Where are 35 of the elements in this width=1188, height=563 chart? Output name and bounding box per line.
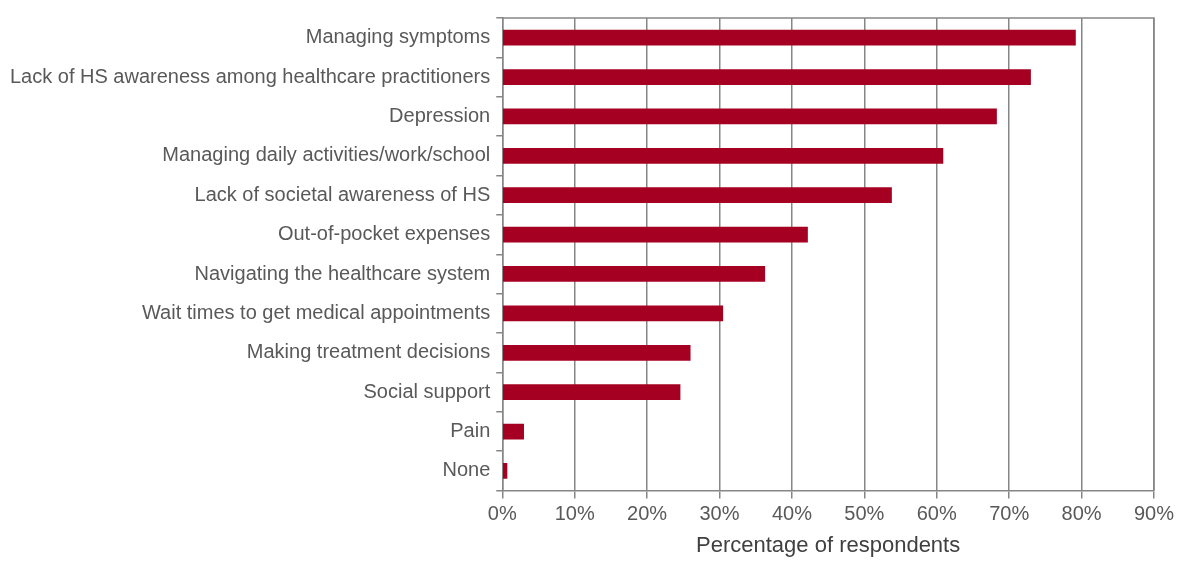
- y-tick-label: Making treatment decisions: [246, 340, 491, 363]
- bar: [503, 463, 508, 479]
- y-tick-label: Lack of HS awareness among healthcare practitioners: [9, 64, 491, 87]
- bar: [503, 384, 681, 401]
- y-tick-label: Managing daily activities/work/school: [162, 143, 491, 166]
- bar: [503, 29, 1076, 46]
- bar: [503, 266, 766, 282]
- bar: [503, 187, 892, 204]
- y-tick-label: Depression: [389, 103, 491, 126]
- x-tick-label: 10%: [554, 502, 595, 525]
- y-tick-label: Pain: [450, 419, 491, 442]
- x-tick-label: 0%: [487, 502, 517, 525]
- bar: [503, 423, 524, 440]
- bar: [503, 305, 724, 322]
- bar: [503, 344, 691, 361]
- bar: [503, 226, 808, 243]
- bar: [503, 108, 997, 125]
- x-tick-label: 80%: [1061, 502, 1102, 525]
- x-tick-label: 60%: [916, 502, 957, 525]
- y-tick-label: Wait times to get medical appointments: [141, 300, 491, 323]
- y-tick-label: Out-of-pocket expenses: [277, 222, 491, 245]
- x-tick-label: 30%: [699, 502, 740, 525]
- y-tick-label: Social support: [363, 379, 491, 402]
- x-tick-label: 70%: [989, 502, 1030, 525]
- x-tick-label: 50%: [844, 502, 885, 525]
- y-tick-label: Lack of societal awareness of HS: [194, 182, 491, 205]
- y-tick-label: Managing symptoms: [305, 25, 491, 48]
- bar: [503, 147, 944, 164]
- x-axis-title: Percentage of respondents: [696, 531, 961, 557]
- y-tick-label: None: [442, 458, 491, 481]
- bar: [503, 69, 1031, 85]
- x-tick-label: 20%: [627, 502, 668, 525]
- y-tick-label: Navigating the healthcare system: [194, 261, 491, 284]
- x-tick-label: 90%: [1133, 502, 1175, 525]
- x-tick-label: 40%: [771, 502, 813, 525]
